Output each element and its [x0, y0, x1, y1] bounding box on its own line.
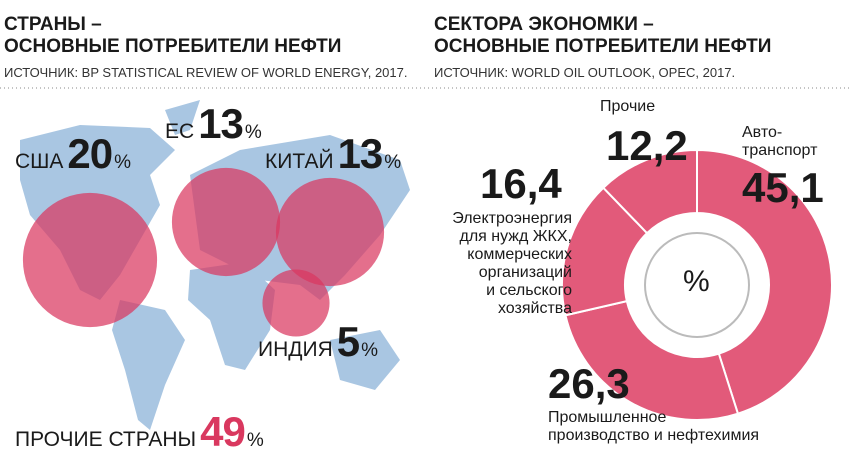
value-label: 45,1	[742, 164, 824, 211]
country-label: ПРОЧИЕ СТРАНЫ 49%	[15, 408, 264, 456]
bubble	[22, 192, 158, 328]
category-label: Электроэнергия для нужд ЖКХ, коммерчески…	[452, 210, 572, 317]
left-source: ИСТОЧНИК: BP STATISTICAL REVIEW OF WORLD…	[4, 65, 408, 80]
center-ring	[644, 232, 750, 338]
category-label: КИТАЙ	[265, 150, 334, 173]
bubble	[262, 269, 330, 337]
country-label: КИТАЙ 13%	[265, 130, 401, 178]
donut-segment	[564, 299, 740, 421]
africa	[188, 262, 275, 370]
right-source: ИСТОЧНИК: WORLD OIL OUTLOOK, OPEC, 2017.	[434, 65, 736, 80]
value-label: 12,2	[606, 122, 688, 169]
unit-label: %	[114, 152, 132, 173]
category-label: ИНДИЯ	[258, 338, 333, 361]
country-label: ИНДИЯ 5%	[258, 318, 378, 366]
donut-segment	[601, 148, 698, 235]
australia	[330, 330, 400, 390]
country-label: США 20%	[15, 130, 131, 178]
left-title: СТРАНЫ – ОСНОВНЫЕ ПОТРЕБИТЕЛИ НЕФТИ	[4, 14, 342, 57]
right-title: СЕКТОРА ЭКОНОМКИ – ОСНОВНЫЕ ПОТРЕБИТЕЛИ …	[434, 14, 772, 57]
value-label: 13	[337, 130, 384, 177]
value-label: 5	[336, 318, 360, 365]
category-label: Прочие	[600, 98, 656, 115]
value-label: 26,3	[548, 360, 630, 407]
bubble	[275, 177, 385, 287]
bubble	[171, 167, 281, 277]
unit-label: %	[244, 122, 262, 143]
unit-label: %	[246, 430, 264, 451]
donut-unit: %	[683, 265, 710, 298]
value-label: 13	[198, 100, 244, 147]
category-label: Авто- транспорт	[742, 124, 818, 159]
value-label: 49	[200, 408, 246, 455]
donut-segment	[696, 148, 833, 415]
category-label: ЕС	[165, 120, 195, 143]
unit-label: %	[384, 152, 402, 173]
value-label: 16,4	[480, 160, 562, 207]
value-label: 20	[67, 130, 113, 177]
category-label: США	[15, 150, 64, 173]
country-label: ЕС 13%	[165, 100, 262, 148]
greenland	[165, 100, 200, 135]
south-america	[112, 300, 185, 430]
category-label: ПРОЧИЕ СТРАНЫ	[15, 428, 197, 451]
unit-label: %	[361, 340, 379, 361]
category-label: Промышленное производство и нефтехимия	[548, 409, 760, 444]
